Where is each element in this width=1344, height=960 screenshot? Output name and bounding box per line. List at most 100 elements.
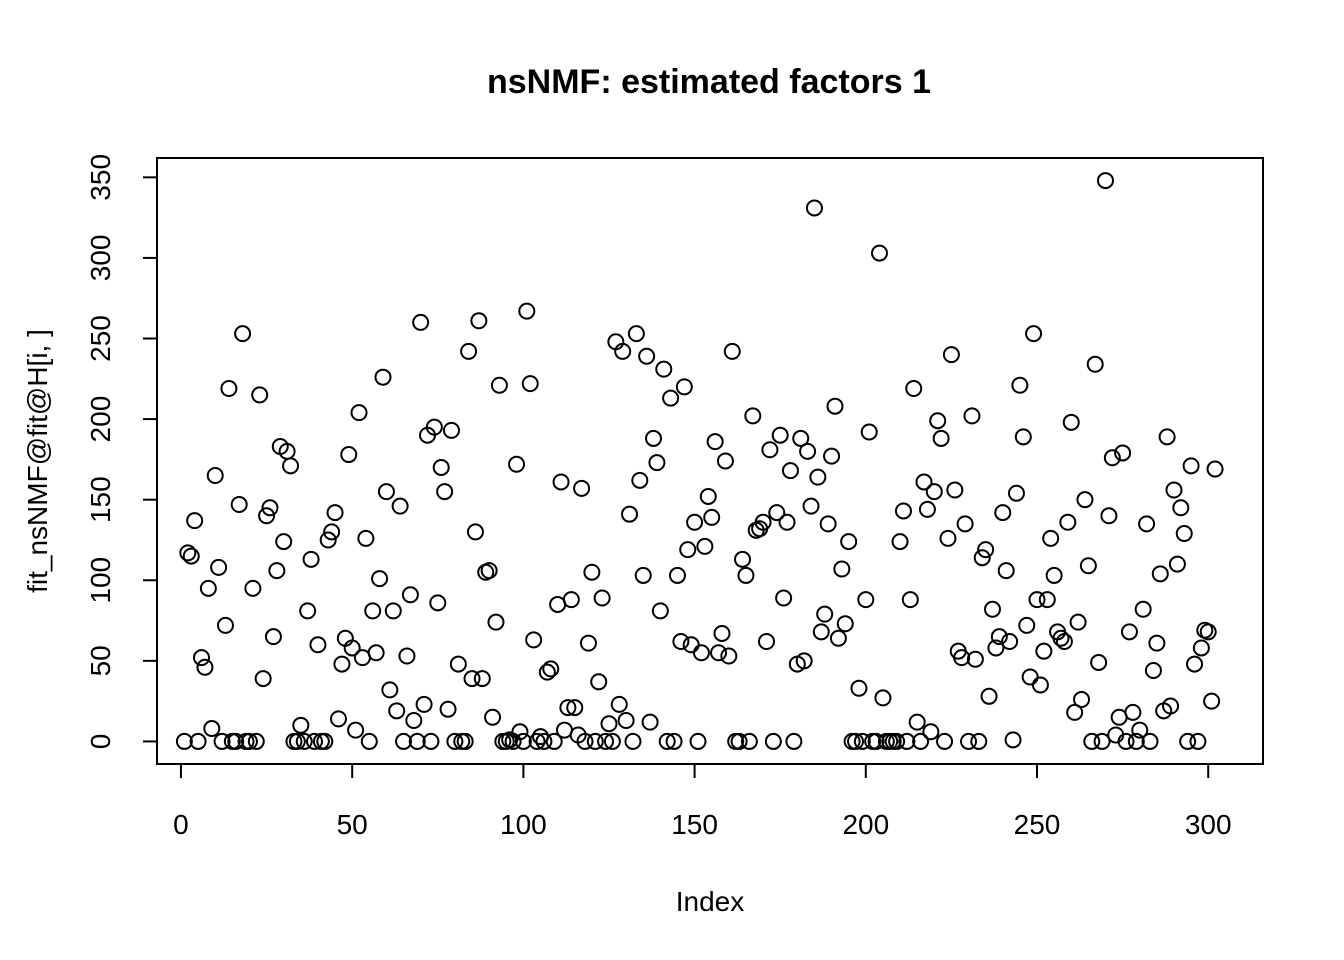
data-point xyxy=(1035,642,1053,660)
data-point xyxy=(908,713,926,731)
x-tick-label: 200 xyxy=(842,809,889,840)
data-point xyxy=(463,670,481,688)
data-point xyxy=(1134,600,1152,618)
data-point xyxy=(651,602,669,620)
data-point xyxy=(210,558,228,576)
data-point xyxy=(329,710,347,728)
data-point xyxy=(480,562,498,580)
data-point xyxy=(1151,565,1169,583)
data-point xyxy=(840,533,858,551)
data-point xyxy=(980,687,998,705)
data-point xyxy=(323,523,341,541)
data-point xyxy=(415,695,433,713)
data-point xyxy=(662,389,680,407)
y-tick-label: 250 xyxy=(85,315,116,362)
data-point xyxy=(429,594,447,612)
data-point xyxy=(186,512,204,530)
data-point xyxy=(966,650,984,668)
data-point xyxy=(946,481,964,499)
data-point xyxy=(295,732,313,750)
data-point xyxy=(658,732,676,750)
data-point xyxy=(867,732,885,750)
data-point xyxy=(367,644,385,662)
data-point xyxy=(936,732,954,750)
data-point xyxy=(679,541,697,559)
data-point xyxy=(720,647,738,665)
data-point xyxy=(528,732,546,750)
data-point xyxy=(744,407,762,425)
data-point xyxy=(573,479,591,497)
data-point xyxy=(261,499,279,517)
data-point xyxy=(1059,513,1077,531)
data-point xyxy=(401,586,419,604)
data-point xyxy=(597,732,615,750)
data-point xyxy=(617,711,635,729)
data-point xyxy=(1028,591,1046,609)
data-point xyxy=(288,732,306,750)
data-point xyxy=(432,458,450,476)
data-point xyxy=(439,700,457,718)
data-point xyxy=(1090,653,1108,671)
data-point xyxy=(583,563,601,581)
data-point xyxy=(932,429,950,447)
data-point xyxy=(665,732,683,750)
data-point xyxy=(343,639,361,657)
data-point xyxy=(672,633,690,651)
data-point xyxy=(953,649,971,667)
data-point xyxy=(737,566,755,584)
data-point xyxy=(809,468,827,486)
data-point xyxy=(1120,623,1138,641)
data-point xyxy=(203,720,221,738)
data-point xyxy=(703,508,721,526)
y-tick-label: 100 xyxy=(85,557,116,604)
data-point xyxy=(977,541,995,559)
data-point xyxy=(655,360,673,378)
data-point xyxy=(316,732,334,750)
data-point xyxy=(1011,376,1029,394)
data-point xyxy=(1001,633,1019,651)
data-point xyxy=(535,732,553,750)
data-point xyxy=(942,346,960,364)
data-point xyxy=(590,673,608,691)
data-point xyxy=(1014,428,1032,446)
data-point xyxy=(1117,732,1135,750)
data-point xyxy=(1025,325,1043,343)
data-point xyxy=(579,634,597,652)
data-point xyxy=(795,652,813,670)
data-point xyxy=(641,713,659,731)
data-point xyxy=(668,566,686,584)
data-point xyxy=(823,447,841,465)
data-point xyxy=(1069,613,1087,631)
data-point xyxy=(621,505,639,523)
data-point xyxy=(196,658,214,676)
data-point xyxy=(761,441,779,459)
data-point xyxy=(299,602,317,620)
data-point xyxy=(1114,444,1132,462)
data-point xyxy=(182,547,200,565)
data-point xyxy=(682,636,700,654)
data-point xyxy=(781,462,799,480)
data-point xyxy=(847,732,865,750)
data-point xyxy=(888,732,906,750)
data-point xyxy=(425,418,443,436)
data-point xyxy=(405,711,423,729)
data-point xyxy=(436,483,454,501)
data-point xyxy=(593,589,611,607)
data-point xyxy=(1175,525,1193,543)
data-point xyxy=(258,507,276,525)
y-axis-label: fit_nsNMF@fit@H[i, ] xyxy=(22,329,53,593)
data-point xyxy=(1042,529,1060,547)
data-point xyxy=(360,732,378,750)
data-point xyxy=(850,679,868,697)
data-point xyxy=(805,199,823,217)
data-point xyxy=(802,497,820,515)
data-point xyxy=(384,602,402,620)
data-point xyxy=(179,544,197,562)
data-point xyxy=(710,644,728,662)
data-point xyxy=(377,483,395,501)
data-point xyxy=(624,732,642,750)
data-point xyxy=(754,513,772,531)
data-point xyxy=(1055,633,1073,651)
data-point xyxy=(648,454,666,472)
